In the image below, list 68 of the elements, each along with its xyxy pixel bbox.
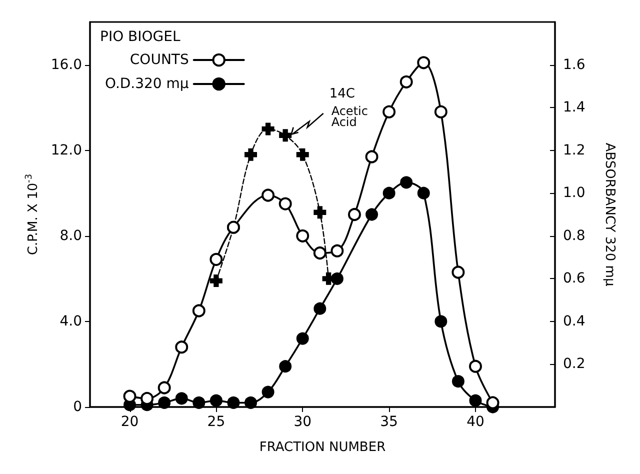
point	[296, 332, 309, 345]
x-axis-title: FRACTION NUMBER	[259, 440, 386, 455]
point	[296, 148, 309, 161]
y2-tick-label: 1.6	[563, 56, 586, 73]
point	[365, 150, 378, 164]
y2-tick-label: 1.0	[563, 185, 586, 202]
point	[314, 206, 326, 219]
point	[244, 148, 258, 161]
annotation: 14C Acetic Acid	[329, 86, 368, 129]
point	[210, 274, 222, 288]
point	[452, 266, 465, 279]
point	[175, 392, 188, 405]
y-tick-label: 4.0	[60, 313, 82, 330]
point	[469, 394, 482, 407]
point	[400, 176, 413, 189]
point	[140, 392, 154, 405]
y-axis-title: C.P.M. X 10-3	[24, 174, 41, 256]
y-tick-label: 0	[73, 399, 82, 415]
point	[210, 394, 222, 407]
point	[123, 390, 136, 403]
x-tick-label: 30	[294, 414, 312, 430]
point	[452, 375, 464, 388]
y2-tick-label: 1.2	[563, 142, 586, 158]
point	[417, 186, 430, 200]
point	[192, 304, 206, 318]
point	[434, 105, 448, 118]
point	[417, 56, 430, 70]
legend-title: PIO BIOGEL	[100, 29, 180, 45]
point	[348, 208, 361, 221]
point	[468, 360, 482, 373]
x-tick-label: 35	[380, 414, 398, 430]
y2-tick-label: 0.2	[563, 356, 586, 372]
y2-tick-label: 0.8	[563, 228, 586, 244]
point	[314, 302, 326, 315]
point	[330, 244, 344, 258]
point	[400, 75, 413, 88]
legend-label: O.D.320 mμ	[104, 76, 189, 92]
point	[158, 396, 171, 409]
point	[244, 396, 258, 409]
x-tick-label: 25	[207, 414, 226, 430]
point	[313, 246, 326, 260]
y2-tick-label: 0.4	[563, 313, 586, 330]
point	[382, 105, 396, 118]
point	[382, 186, 396, 200]
y2-axis-title: ABSORBANCY 320 mμ	[602, 142, 617, 286]
point	[262, 122, 274, 136]
point	[262, 386, 274, 398]
point	[158, 381, 171, 394]
point	[210, 252, 223, 266]
point	[279, 360, 292, 373]
y2-tick-label: 0.6	[563, 270, 586, 287]
x-tick-label: 20	[120, 414, 139, 430]
point	[175, 340, 188, 354]
legend-label: COUNTS	[130, 52, 189, 68]
point	[192, 396, 206, 409]
point	[262, 188, 275, 202]
y2-tick-label: 1.4	[563, 100, 586, 116]
point	[296, 229, 310, 242]
point	[366, 208, 378, 221]
point	[486, 396, 500, 410]
point	[278, 197, 292, 210]
y-tick-label: 16.0	[50, 56, 82, 73]
point	[227, 396, 240, 409]
x-tick-label: 40	[466, 414, 484, 430]
point	[279, 129, 292, 142]
y-tick-label: 8.0	[60, 228, 82, 244]
point	[434, 315, 448, 328]
y-tick-label: 12.0	[50, 142, 82, 158]
